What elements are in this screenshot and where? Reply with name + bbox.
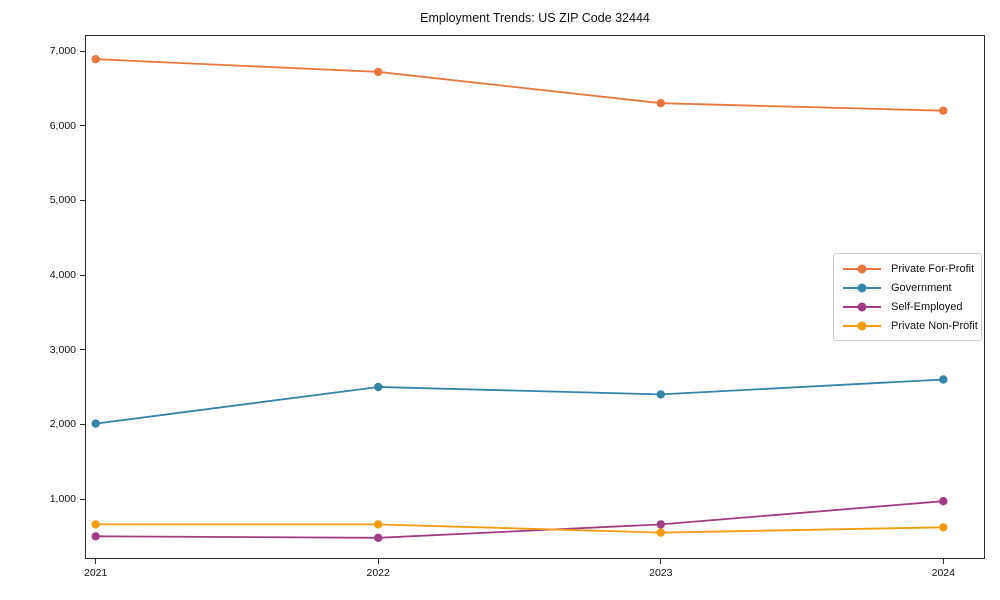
data-point (656, 520, 665, 529)
x-tick-label: 2021 (84, 567, 108, 579)
series-line-government (95, 378, 944, 425)
data-point (91, 55, 100, 64)
legend-item: Self-Employed (843, 297, 973, 316)
data-point (374, 67, 383, 77)
x-tick-mark (95, 559, 97, 564)
y-tick-label: 2,000 (49, 418, 76, 431)
x-tick-label: 2024 (931, 567, 955, 579)
legend-label: Private Non-Profit (891, 319, 978, 332)
y-tick-mark (80, 349, 85, 351)
series-line-self-employed (95, 500, 944, 539)
y-tick-label: 3,000 (49, 343, 76, 356)
y-tick-label: 1,000 (49, 493, 76, 505)
data-point (374, 533, 383, 542)
legend-label: Self-Employed (891, 300, 963, 313)
legend-line-marker-icon (843, 283, 881, 292)
data-point (656, 528, 665, 537)
y-tick-mark (80, 274, 85, 276)
data-point (91, 520, 100, 529)
legend-line-marker-icon (843, 264, 881, 273)
legend-line-marker-icon (843, 321, 881, 330)
data-point (939, 497, 948, 506)
y-tick-mark (80, 125, 85, 127)
y-tick-label: 6,000 (49, 119, 76, 132)
data-point (939, 375, 948, 384)
x-tick-mark (377, 559, 379, 564)
series-line-private-non-profit (95, 523, 944, 534)
data-point (91, 419, 100, 428)
y-tick-mark (80, 199, 85, 201)
legend-item: Government (843, 278, 973, 297)
series-line-private-for-profit (95, 58, 944, 112)
legend-label: Private For-Profit (891, 262, 975, 275)
x-tick-label: 2022 (366, 567, 390, 579)
x-tick-mark (942, 559, 944, 564)
y-tick-label: 7,000 (49, 45, 76, 57)
data-point (656, 390, 665, 399)
legend-label: Government (891, 281, 952, 294)
data-point (374, 520, 383, 529)
y-tick-mark (80, 423, 85, 425)
data-point (91, 532, 100, 541)
legend-item: Private For-Profit (843, 259, 975, 278)
data-point (939, 523, 948, 532)
y-tick-label: 4,000 (49, 269, 76, 281)
chart-title: Employment Trends: US ZIP Code 32444 (420, 11, 650, 25)
data-point (939, 106, 948, 115)
y-tick-mark (80, 50, 85, 52)
y-tick-label: 5,000 (49, 194, 76, 207)
y-tick-mark (80, 498, 85, 500)
data-point (656, 99, 665, 108)
legend: Private For-Profit Government Self-Employe… (833, 253, 982, 341)
x-tick-mark (660, 559, 662, 564)
legend-item: Private Non-Profit (843, 316, 978, 335)
data-point (374, 382, 383, 392)
legend-line-marker-icon (843, 302, 881, 311)
x-tick-label: 2023 (649, 567, 673, 579)
